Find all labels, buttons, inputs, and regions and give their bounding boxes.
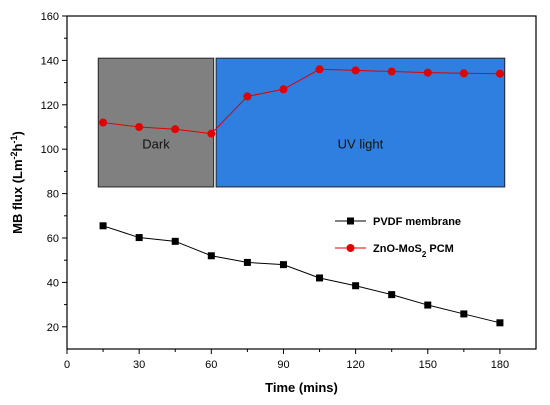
data-point (388, 291, 396, 299)
data-point (171, 125, 180, 134)
legend-label-zno-mos2-pcm: ZnO-MoS2 PCM (373, 243, 454, 259)
x-tick-label: 120 (346, 359, 364, 371)
data-point (99, 118, 108, 127)
y-tick-label: 40 (47, 277, 59, 289)
legend-marker-pvdf-membrane (347, 217, 354, 225)
y-tick-label: 140 (41, 55, 59, 67)
data-point (495, 69, 504, 78)
region-uv-light (215, 57, 506, 188)
series-pvdf-membrane (99, 222, 504, 327)
y-axis-title: MB flux (Lm-2h-1) (9, 131, 25, 234)
data-point (279, 261, 287, 269)
data-point (135, 234, 143, 242)
legend-label-pvdf-membrane: PVDF membrane (373, 216, 461, 228)
region-label-dark: Dark (142, 136, 170, 151)
data-point (460, 310, 468, 318)
data-point (459, 69, 468, 78)
data-point (243, 92, 252, 101)
y-tick-label: 120 (41, 100, 59, 112)
y-tick-label: 160 (41, 11, 59, 23)
x-tick-label: 180 (491, 359, 509, 371)
regions-layer: Dark UV light (97, 57, 506, 188)
data-point (243, 258, 251, 266)
data-point (171, 237, 179, 245)
data-point (279, 85, 288, 94)
x-tick-label: 150 (419, 359, 437, 371)
region-dark (97, 57, 215, 188)
series-line-zno-mos2-pcm (103, 68, 500, 135)
y-tick-label: 80 (47, 189, 59, 201)
data-point (424, 301, 432, 309)
legend: PVDF membrane ZnO-MoS2 PCM (335, 216, 461, 259)
x-tick-label: 0 (64, 359, 70, 371)
data-point (99, 222, 107, 230)
legend-marker-zno-mos2-pcm (346, 244, 355, 252)
x-axis-title: Time (mins) (265, 380, 338, 395)
x-tick-label: 60 (205, 359, 217, 371)
series-layer (99, 65, 504, 327)
data-point (207, 129, 216, 138)
data-point (315, 65, 324, 74)
x-tick-label: 30 (133, 359, 145, 371)
data-point (135, 123, 144, 131)
data-point (207, 252, 215, 260)
plot-frame (66, 15, 537, 350)
y-tick-label: 20 (47, 322, 59, 334)
series-line-pvdf-membrane (102, 225, 501, 324)
y-tick-label: 60 (47, 233, 59, 245)
axes-layer: 0 30 60 90 120 150 180 20 40 60 80 100 120 140 160 (41, 11, 537, 371)
region-label-uv-light: UV light (338, 136, 384, 151)
data-point (387, 67, 396, 76)
data-point (351, 66, 360, 75)
data-point (496, 319, 504, 327)
data-point (423, 68, 432, 77)
data-point (316, 274, 324, 282)
data-point (352, 282, 360, 290)
series-zno-mos2-pcm (99, 65, 504, 138)
x-tick-label: 90 (277, 359, 289, 371)
y-tick-label: 100 (41, 144, 59, 156)
